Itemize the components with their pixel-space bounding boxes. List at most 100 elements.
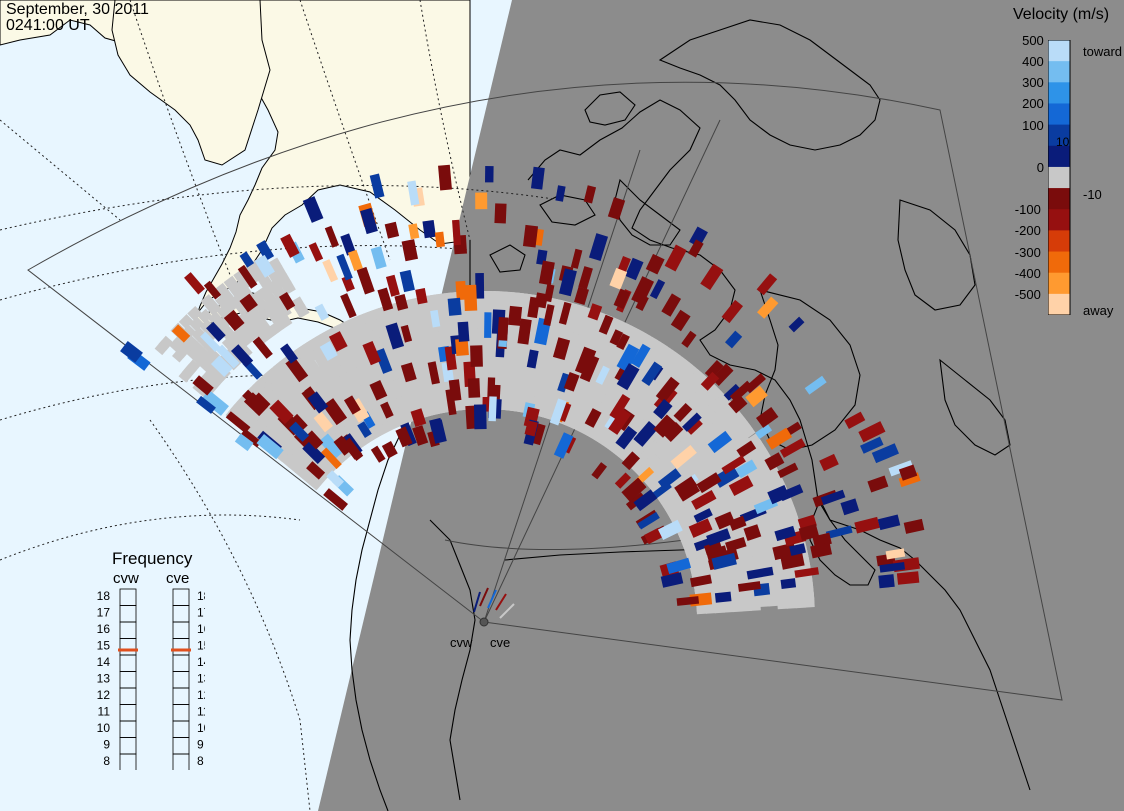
radar-cell	[240, 428, 262, 448]
radar-cell	[578, 266, 593, 290]
radar-cell	[370, 246, 387, 270]
away-label: away	[1083, 303, 1114, 318]
radar-cell	[269, 399, 294, 425]
radar-cell	[688, 239, 704, 258]
radar-cell	[713, 465, 740, 488]
radar-cell	[633, 420, 659, 447]
radar-cell	[670, 309, 691, 332]
radar-cell	[380, 401, 394, 419]
radar-cell	[819, 453, 839, 472]
radar-cell	[280, 343, 299, 364]
radar-cell	[323, 488, 349, 511]
radar-cell	[430, 309, 441, 328]
radar-cell	[313, 411, 334, 433]
radar-cell	[563, 371, 580, 392]
radar-cell	[543, 304, 555, 327]
radar-cell	[322, 259, 339, 283]
radar-cell	[171, 324, 191, 343]
radar-cell	[455, 280, 467, 301]
radar-cell	[750, 599, 761, 611]
radar-cell	[320, 447, 342, 470]
frequency-tick-left: 11	[98, 705, 111, 719]
radar-cell	[203, 280, 222, 300]
frequency-cell	[172, 704, 190, 722]
radar-cell	[625, 257, 644, 281]
radar-cell	[557, 372, 571, 393]
colorbar-segment	[1048, 209, 1070, 231]
radar-cell	[322, 398, 348, 426]
radar-cell	[840, 498, 860, 516]
radar-cell	[786, 597, 797, 609]
frequency-label-cve: cve	[166, 570, 190, 587]
frequency-cell	[119, 588, 137, 606]
radar-cell	[714, 591, 732, 603]
radar-cell	[657, 468, 682, 490]
radar-cell	[588, 233, 609, 262]
radar-cell	[256, 240, 275, 262]
radar-cell	[689, 226, 708, 248]
radar-cell	[867, 475, 889, 493]
radar-cell	[574, 286, 589, 305]
radar-cell	[728, 475, 754, 496]
colorbar-segment	[1048, 124, 1070, 147]
radar-cell	[885, 548, 906, 560]
radar-cell	[422, 219, 436, 239]
radar-cell	[447, 297, 462, 316]
frequency-cell	[172, 638, 190, 656]
radar-cell	[621, 477, 647, 502]
radar-cell	[777, 597, 788, 610]
radar-cell	[369, 173, 385, 199]
radar-cell	[200, 331, 221, 353]
radar-cell	[360, 207, 378, 235]
colorbar-tick-label: -100	[1014, 202, 1041, 218]
radar-cell	[374, 348, 393, 374]
radar-cell	[395, 426, 413, 448]
radar-cell	[231, 344, 254, 368]
radar-cell	[681, 330, 697, 348]
frequency-cell	[172, 737, 190, 755]
frequency-tick-right: 9	[197, 738, 204, 752]
frequency-cell	[119, 753, 137, 770]
radar-cell	[196, 395, 216, 414]
radar-cell	[191, 326, 207, 342]
radar-cell	[896, 571, 920, 585]
radar-cell	[457, 321, 470, 342]
radar-cell	[257, 274, 273, 289]
radar-cell	[661, 293, 682, 317]
radar-site-marker	[479, 617, 489, 627]
frequency-cell	[119, 720, 137, 738]
radar-cell	[357, 421, 372, 438]
radar-cell	[384, 221, 400, 239]
radar-cell	[183, 335, 199, 350]
radar-cell	[728, 394, 748, 414]
radar-cell	[254, 254, 275, 278]
radar-cell	[530, 166, 545, 190]
radar-cell	[707, 430, 733, 454]
radar-cell	[408, 223, 420, 240]
radar-cell	[587, 303, 603, 321]
radar-cell	[415, 288, 428, 305]
radar-cell	[728, 515, 747, 531]
frequency-cell	[119, 654, 137, 672]
radar-cell	[631, 276, 655, 306]
colorbar-title: Velocity (m/s)	[1013, 6, 1110, 23]
frequency-cell	[172, 671, 190, 689]
radar-cell	[615, 425, 638, 450]
radar-cell	[455, 338, 469, 357]
radar-cell	[746, 566, 774, 580]
radar-cell	[185, 359, 201, 375]
radar-cell	[700, 371, 720, 391]
frequency-tick-left: 16	[97, 622, 111, 636]
radar-cell	[758, 595, 770, 608]
radar-cell	[508, 305, 523, 326]
radar-cell	[319, 341, 338, 361]
radar-cell	[400, 324, 413, 343]
time-label: 0241:00 UT	[6, 17, 90, 34]
frequency-cell	[119, 621, 137, 639]
radar-cell	[410, 408, 427, 427]
radar-cell	[239, 251, 255, 268]
radar-cell	[641, 361, 663, 387]
radar-cell	[794, 567, 819, 578]
frequency-cell	[172, 588, 190, 606]
radar-cell	[711, 552, 737, 570]
